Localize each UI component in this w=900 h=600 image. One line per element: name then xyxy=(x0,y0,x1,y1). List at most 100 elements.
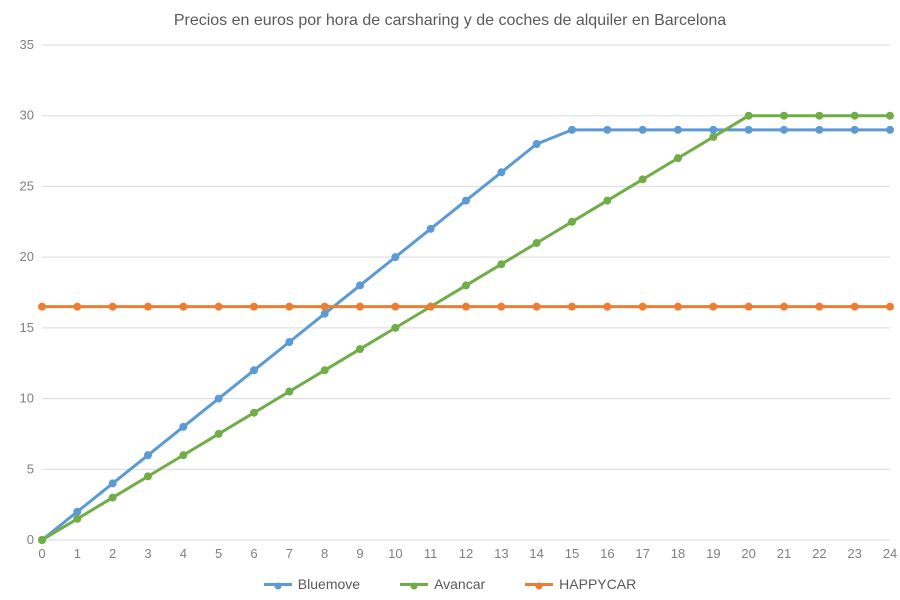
series-marker xyxy=(250,366,258,374)
series-marker xyxy=(674,154,682,162)
series-marker xyxy=(391,324,399,332)
series-marker xyxy=(709,126,717,134)
svg-text:21: 21 xyxy=(777,546,791,561)
svg-text:18: 18 xyxy=(671,546,685,561)
series-marker xyxy=(709,303,717,311)
series-marker xyxy=(462,197,470,205)
series-marker xyxy=(144,303,152,311)
series-marker xyxy=(533,140,541,148)
series-marker xyxy=(851,303,859,311)
svg-text:7: 7 xyxy=(286,546,293,561)
chart-svg: 0510152025303501234567891011121314151617… xyxy=(0,0,900,600)
svg-text:15: 15 xyxy=(565,546,579,561)
svg-text:35: 35 xyxy=(20,37,34,52)
series-marker xyxy=(497,168,505,176)
series-marker xyxy=(815,126,823,134)
series-marker xyxy=(639,126,647,134)
series-marker xyxy=(427,225,435,233)
series-marker xyxy=(144,451,152,459)
series-marker xyxy=(391,253,399,261)
series-marker xyxy=(179,423,187,431)
svg-text:17: 17 xyxy=(635,546,649,561)
series-marker xyxy=(462,281,470,289)
series-marker xyxy=(745,112,753,120)
series-marker xyxy=(321,310,329,318)
series-marker xyxy=(533,303,541,311)
series-marker xyxy=(391,303,399,311)
svg-text:3: 3 xyxy=(144,546,151,561)
legend-swatch-avancar xyxy=(400,583,428,586)
svg-text:19: 19 xyxy=(706,546,720,561)
series-marker xyxy=(356,281,364,289)
svg-text:13: 13 xyxy=(494,546,508,561)
series-marker xyxy=(427,303,435,311)
series-marker xyxy=(674,303,682,311)
series-marker xyxy=(603,126,611,134)
series-marker xyxy=(38,536,46,544)
svg-text:0: 0 xyxy=(38,546,45,561)
series-marker xyxy=(568,126,576,134)
svg-text:2: 2 xyxy=(109,546,116,561)
series-marker xyxy=(250,409,258,417)
series-marker xyxy=(674,126,682,134)
svg-text:12: 12 xyxy=(459,546,473,561)
svg-text:0: 0 xyxy=(27,532,34,547)
chart-container: Precios en euros por hora de carsharing … xyxy=(0,0,900,600)
series-marker xyxy=(603,197,611,205)
series-marker xyxy=(109,494,117,502)
series-marker xyxy=(497,260,505,268)
svg-text:9: 9 xyxy=(356,546,363,561)
series-marker xyxy=(886,112,894,120)
svg-text:30: 30 xyxy=(20,108,34,123)
series-marker xyxy=(603,303,611,311)
series-marker xyxy=(497,303,505,311)
series-marker xyxy=(639,175,647,183)
series-marker xyxy=(321,303,329,311)
series-marker xyxy=(462,303,470,311)
svg-text:6: 6 xyxy=(250,546,257,561)
series-marker xyxy=(780,126,788,134)
series-marker xyxy=(109,303,117,311)
series-line-bluemove xyxy=(42,130,890,540)
series-marker xyxy=(250,303,258,311)
svg-text:24: 24 xyxy=(883,546,897,561)
series-marker xyxy=(886,303,894,311)
series-marker xyxy=(144,472,152,480)
svg-text:25: 25 xyxy=(20,178,34,193)
series-marker xyxy=(886,126,894,134)
series-marker xyxy=(745,303,753,311)
series-marker xyxy=(73,303,81,311)
series-marker xyxy=(215,430,223,438)
legend-swatch-happycar xyxy=(525,583,553,586)
svg-text:8: 8 xyxy=(321,546,328,561)
series-marker xyxy=(109,479,117,487)
series-marker xyxy=(179,451,187,459)
svg-text:11: 11 xyxy=(424,546,438,561)
series-marker xyxy=(356,345,364,353)
svg-text:15: 15 xyxy=(20,320,34,335)
chart-title: Precios en euros por hora de carsharing … xyxy=(0,12,900,30)
svg-text:5: 5 xyxy=(215,546,222,561)
series-marker xyxy=(73,508,81,516)
svg-text:10: 10 xyxy=(388,546,402,561)
series-marker xyxy=(851,112,859,120)
series-marker xyxy=(215,303,223,311)
svg-text:1: 1 xyxy=(74,546,81,561)
svg-text:10: 10 xyxy=(20,391,34,406)
svg-text:4: 4 xyxy=(180,546,187,561)
series-marker xyxy=(815,303,823,311)
series-marker xyxy=(568,218,576,226)
svg-text:14: 14 xyxy=(529,546,543,561)
series-marker xyxy=(568,303,576,311)
series-marker xyxy=(38,303,46,311)
svg-text:23: 23 xyxy=(847,546,861,561)
svg-text:20: 20 xyxy=(20,249,34,264)
series-marker xyxy=(851,126,859,134)
series-marker xyxy=(285,338,293,346)
series-marker xyxy=(285,388,293,396)
legend-item-happycar: HAPPYCAR xyxy=(525,576,636,592)
series-marker xyxy=(285,303,293,311)
series-marker xyxy=(745,126,753,134)
series-marker xyxy=(780,112,788,120)
legend-label: Avancar xyxy=(434,576,485,592)
